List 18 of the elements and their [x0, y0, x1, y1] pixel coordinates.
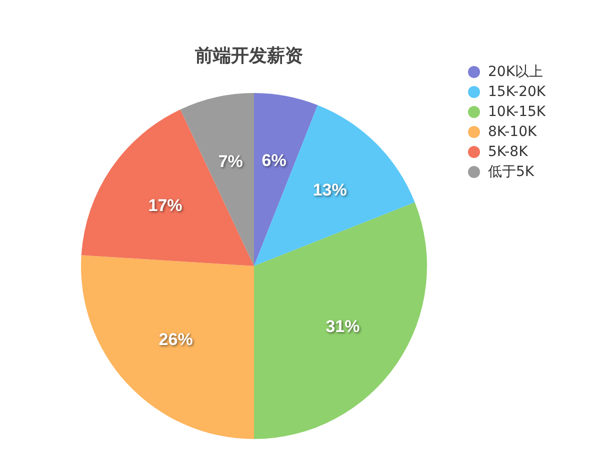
pie-slice — [180, 93, 254, 266]
legend-label: 5K-8K — [488, 143, 528, 162]
pie-slice — [81, 255, 254, 439]
legend-label: 低于5K — [488, 163, 534, 182]
data-label: 26% — [158, 330, 193, 349]
data-label: 7% — [218, 152, 243, 171]
pie-slice — [81, 109, 254, 266]
data-label: 6% — [262, 151, 286, 170]
pie-slice — [254, 202, 427, 439]
data-label: 31% — [326, 316, 360, 336]
chart-title: 前端开发薪资 — [194, 46, 303, 66]
legend-label: 20K以上 — [488, 63, 543, 82]
pie-slice — [254, 105, 415, 266]
data-label: 17% — [148, 196, 182, 216]
legend-label: 10K-15K — [488, 103, 546, 122]
legend-label: 15K-20K — [488, 83, 546, 102]
data-label: 13% — [312, 180, 347, 200]
legend-label: 8K-10K — [488, 123, 537, 142]
